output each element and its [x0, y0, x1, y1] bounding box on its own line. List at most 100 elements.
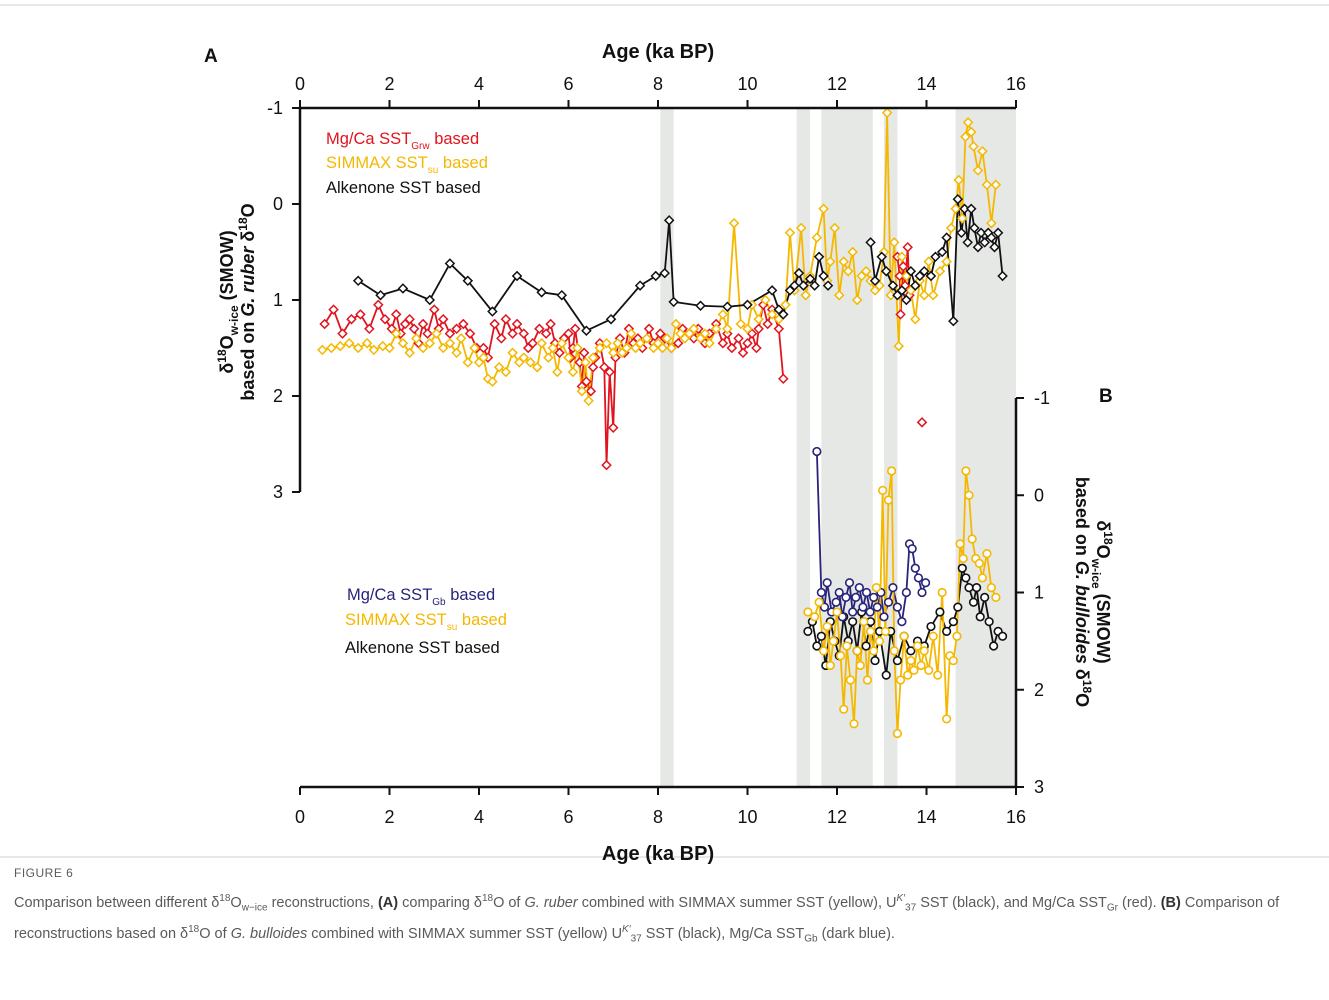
panel-a-data-point — [496, 333, 507, 344]
panel-a-x-tick-label: 14 — [916, 74, 936, 94]
panel-a-data-point — [809, 280, 820, 291]
panel-a-data-point — [444, 328, 456, 339]
panel-a-data-point — [458, 318, 469, 330]
panel-b-data-point — [955, 539, 965, 549]
panel-b-data-point — [906, 646, 916, 656]
panel-a-data-point — [894, 270, 905, 282]
panel-a-x-tick-label: 2 — [384, 74, 394, 94]
panel-a-data-point — [580, 357, 591, 368]
panel-b-data-point — [883, 597, 894, 607]
panel-a-data-point — [641, 333, 653, 344]
panel-a-data-point — [384, 342, 395, 354]
panel-b-data-point — [865, 626, 876, 637]
panel-b-data-point — [916, 660, 926, 671]
panel-b-y-axis-title: δ18Ow-ice (SMOW) — [1089, 520, 1115, 663]
panel-a-data-point — [578, 347, 590, 359]
panel-a-data-point — [531, 361, 543, 373]
panel-b-data-point — [861, 641, 871, 651]
panel-b-data-point — [859, 617, 869, 627]
panel-b-data-point — [977, 573, 988, 583]
panel-a-data-point — [722, 301, 733, 312]
panel-a-data-point — [397, 283, 409, 294]
panel-a-data-point — [910, 313, 921, 325]
panel-b-data-point — [926, 621, 936, 632]
panel-b-x-tick-label: 0 — [295, 807, 305, 827]
panel-a-data-point — [889, 237, 900, 248]
panel-a-data-point — [997, 270, 1008, 282]
panel-a-data-point — [742, 337, 753, 349]
panel-a-data-point — [896, 285, 908, 296]
panel-b-data-point — [849, 719, 859, 729]
panel-a-data-point — [778, 309, 789, 320]
panel-a-data-point — [737, 347, 749, 359]
panel-b-data-point — [991, 592, 1001, 602]
panel-a-y-axis-title: δ18Ow-ice (SMOW) — [215, 230, 241, 373]
panel-a-data-point — [795, 222, 807, 234]
panel-a-data-point — [990, 179, 1002, 191]
panel-b-y-tick-label: 3 — [1034, 777, 1044, 797]
panel-b-data-point — [907, 544, 917, 554]
panel-a-data-point — [424, 337, 436, 349]
panel-a-x-tick-label: 16 — [1006, 74, 1026, 94]
panel-a-data-point — [981, 179, 993, 191]
figure-caption: FIGURE 6 Comparison between different δ1… — [14, 866, 1314, 949]
panel-b-data-point — [869, 646, 879, 656]
panel-b-data-point — [974, 558, 984, 568]
panel-a-data-point — [397, 337, 409, 349]
figure-label: FIGURE 6 — [14, 866, 74, 880]
panel-a-data-point — [576, 385, 588, 397]
panel-a-data-point — [554, 347, 565, 359]
panel-a-data-point — [659, 267, 670, 279]
panel-a-data-point — [969, 222, 980, 234]
panel-b-data-point — [975, 612, 985, 622]
panel-a-data-point — [670, 318, 682, 330]
panel-a-data-point — [957, 213, 968, 224]
panel-a-label: A — [204, 46, 218, 67]
panel-a-data-point — [464, 328, 476, 339]
panel-a-data-point — [668, 296, 679, 308]
panel-b-data-point — [892, 728, 903, 739]
panel-a-data-point — [962, 117, 974, 128]
panel-a-data-point — [953, 174, 964, 186]
panel-a-data-point — [462, 275, 474, 287]
panel-b-data-point — [937, 587, 947, 598]
panel-b-data-point — [835, 651, 846, 661]
panel-a-x-tick-label: 4 — [474, 74, 484, 94]
panel-b-data-point — [844, 578, 855, 588]
panel-a-data-point — [666, 342, 677, 354]
panel-a-data-point — [328, 304, 339, 315]
panel-b-data-point — [832, 607, 842, 617]
panel-b-data-point — [878, 485, 888, 495]
panel-a-data-point — [704, 337, 715, 349]
panel-b-data-point — [870, 655, 880, 666]
panel-a-data-point — [760, 294, 771, 306]
panel-a-data-point — [493, 361, 505, 373]
panel-a-data-point — [688, 323, 700, 335]
panel-b-data-point — [897, 617, 907, 627]
panel-a-data-point — [543, 352, 554, 363]
panel-a-data-point — [948, 315, 959, 327]
panel-a-data-point — [451, 347, 462, 359]
panel-b-data-point — [895, 675, 906, 685]
panel-a-y-axis-title-line2: based on G. ruber δ18O — [236, 203, 258, 400]
panel-b-data-point — [912, 641, 923, 651]
panel-a-data-point — [753, 323, 764, 335]
panel-a-data-point — [930, 251, 941, 263]
panel-a-data-point — [717, 309, 729, 320]
panel-b-data-point — [842, 641, 852, 651]
panel-a-data-point — [437, 313, 449, 325]
panel-a-data-point — [444, 337, 456, 349]
panel-b-label: B — [1099, 386, 1113, 407]
legend-b-mgca: Mg/Ca SSTGb based — [347, 586, 495, 608]
panel-b-data-point — [828, 636, 839, 646]
panel-a-data-point — [478, 342, 489, 354]
panel-a-data-point — [326, 342, 337, 354]
panel-a-data-point — [895, 309, 906, 320]
panel-a-data-point — [343, 337, 355, 349]
panel-a-data-point — [621, 342, 632, 354]
panel-a-data-point — [735, 318, 747, 330]
panel-b-data-point — [928, 631, 938, 641]
panel-a-data-point — [811, 232, 823, 243]
panel-b-data-point — [872, 602, 882, 612]
panel-b-data-point — [935, 607, 945, 617]
